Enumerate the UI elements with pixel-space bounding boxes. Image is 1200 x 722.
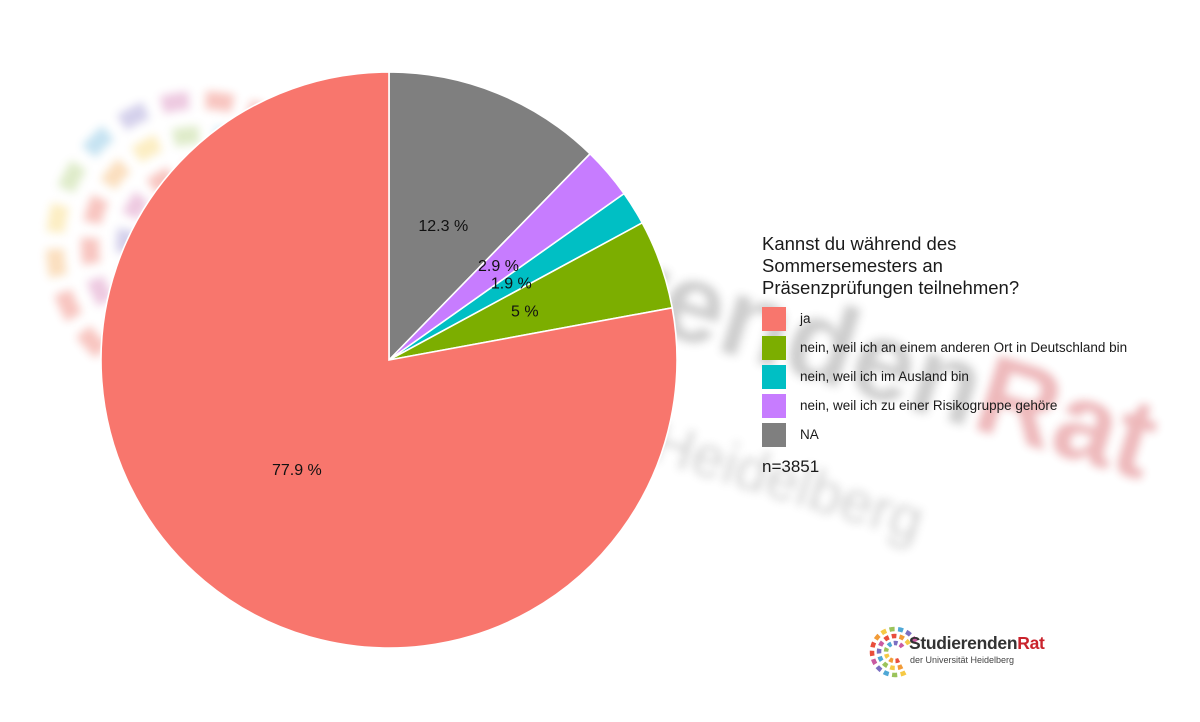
legend-item: nein, weil ich an einem anderen Ort in D… — [762, 333, 1127, 362]
emblem-segment — [81, 125, 115, 158]
emblem-segment — [889, 665, 895, 671]
slice-value-label: 77.9 % — [272, 462, 322, 479]
pie-slices — [100, 71, 678, 649]
emblem-segment — [46, 202, 70, 234]
slice-value-label: 5 % — [511, 304, 539, 321]
emblem-segment — [100, 158, 131, 190]
emblem-segment — [159, 91, 190, 114]
legend-item: nein, weil ich im Ausland bin — [762, 362, 1127, 391]
emblem-segment — [884, 653, 890, 659]
legend-title: Kannst du während des Sommersemesters an… — [762, 233, 1020, 298]
slice-value-label: 1.9 % — [491, 275, 532, 292]
emblem-segment — [131, 134, 163, 163]
emblem-segment — [897, 626, 904, 633]
legend-label: ja — [800, 311, 811, 326]
emblem-segment — [46, 248, 68, 279]
logo-emblem — [869, 626, 918, 678]
legend-color-key — [762, 335, 786, 360]
emblem-segment — [888, 626, 895, 632]
pie-slice — [100, 71, 678, 649]
emblem-segment — [886, 641, 893, 648]
legend-label: NA — [800, 427, 819, 442]
emblem-segment — [116, 102, 150, 131]
emblem-segment — [54, 289, 83, 322]
legend-color-key — [762, 364, 786, 389]
legend-color-key — [762, 422, 786, 447]
emblem-segment — [904, 638, 911, 646]
emblem-segment — [877, 655, 884, 663]
legend: ja nein, weil ich an einem anderen Ort in… — [762, 304, 1127, 449]
emblem-segment — [880, 628, 888, 636]
emblem-segment — [205, 91, 235, 113]
legend-item: nein, weil ich zu einer Risikogruppe geh… — [762, 391, 1127, 420]
pie-slice — [388, 71, 592, 362]
emblem-segment — [898, 642, 905, 649]
legend-item: ja — [762, 304, 1127, 333]
legend-item: NA — [762, 420, 1127, 449]
emblem-segment — [171, 126, 200, 147]
logo-name: StudierendenRat — [909, 633, 1045, 653]
emblem-segment — [122, 191, 150, 221]
emblem-segment — [910, 635, 918, 643]
legend-color-key — [762, 393, 786, 418]
legend-label: nein, weil ich an einem anderen Ort in D… — [800, 340, 1128, 355]
emblem-segment — [57, 160, 87, 194]
slice-value-label: 2.9 % — [478, 258, 519, 275]
emblem-segment — [86, 275, 114, 307]
emblem-segment — [897, 664, 904, 670]
emblem-segment — [871, 658, 878, 666]
pie-value-labels: 77.9 % 5 % 1.9 %2.9 % 12.3 % — [272, 218, 539, 479]
emblem-segment — [878, 640, 885, 647]
emblem-segment — [882, 670, 890, 677]
emblem-segment — [895, 657, 901, 664]
emblem-segment — [900, 670, 907, 677]
emblem-segment — [883, 635, 890, 642]
emblem-segment — [898, 634, 905, 641]
legend-label: nein, weil ich im Ausland bin — [800, 369, 969, 384]
legend-label: nein, weil ich zu einer Risikogruppe geh… — [800, 398, 1058, 413]
emblem-segment — [83, 194, 109, 225]
logo: StudierendenRat der Universität Heidelbe… — [865, 622, 1065, 682]
emblem-segment — [881, 661, 889, 668]
emblem-segment — [883, 646, 890, 652]
logo-subtitle: der Universität Heidelberg — [910, 655, 1015, 665]
emblem-segment — [870, 641, 877, 648]
emblem-segment — [81, 237, 101, 266]
emblem-segment — [873, 633, 881, 641]
emblem-segment — [888, 657, 894, 663]
sample-size: n=3851 — [762, 457, 820, 476]
slice-value-label: 12.3 % — [418, 218, 468, 235]
emblem-segment — [875, 665, 883, 673]
legend-color-key — [762, 306, 786, 331]
emblem-segment — [905, 629, 912, 637]
